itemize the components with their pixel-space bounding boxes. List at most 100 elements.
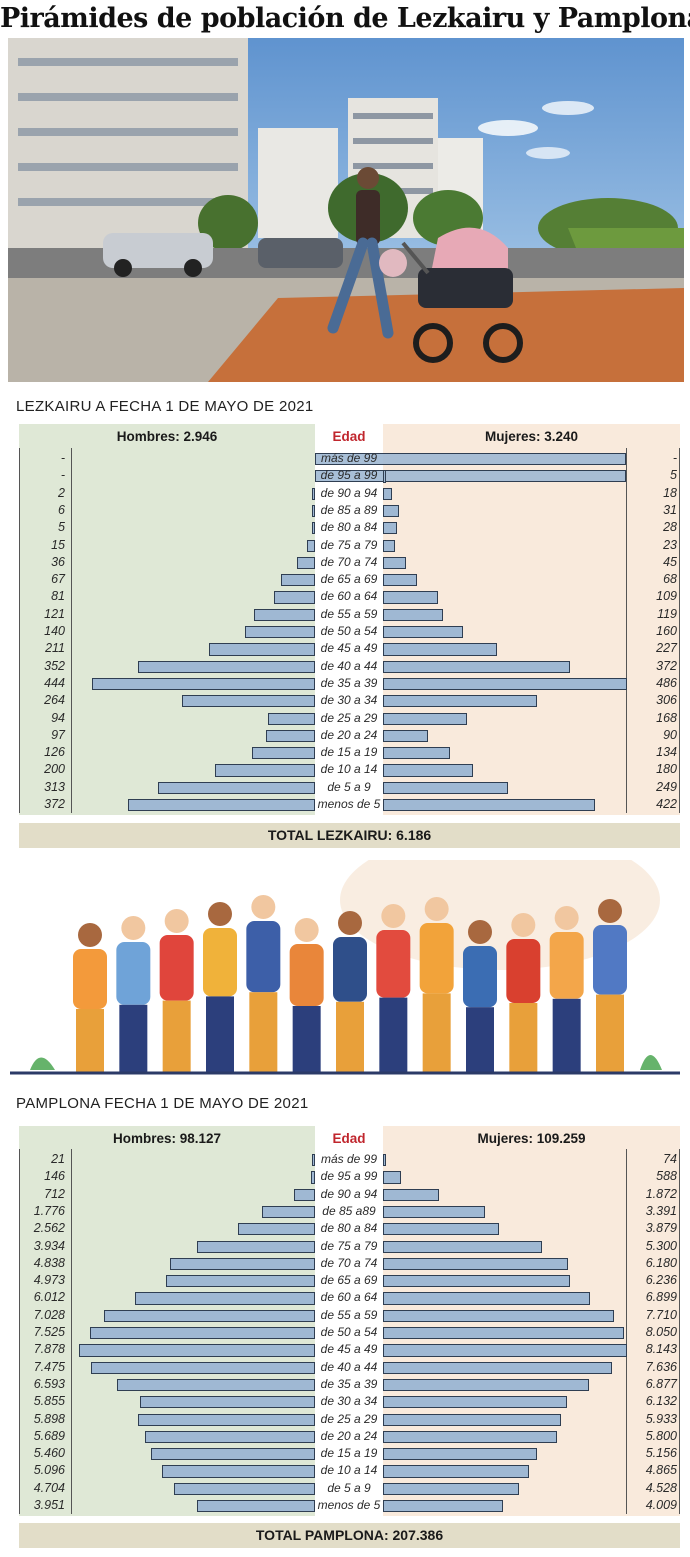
age-group-label: de 85 a 89 [320,502,378,517]
women-bar [383,608,443,621]
age-group-label: de 20 a 24 [320,1428,378,1443]
women-value-label: 7.636 [645,1359,677,1374]
age-group-label: de 45 a 49 [320,1342,378,1357]
women-bar [383,1154,386,1167]
men-value-label: 140 [44,624,65,638]
age-group-label: de 25 a 29 [320,1411,378,1426]
person-head [338,911,362,935]
women-bar [383,1188,440,1201]
person-body [593,925,627,995]
age-group-label: de 65 a 69 [320,1273,378,1288]
men-value-label: 2 [58,485,65,500]
person-legs [379,997,408,1073]
men-bar [311,504,315,518]
men-value-label: 3.934 [33,1238,65,1253]
women-bar [383,591,438,604]
axis-line [679,1149,680,1515]
men-bar [144,1430,315,1444]
women-value-label: 23 [663,537,677,552]
age-header: Edad [332,429,366,444]
women-bar [383,1257,569,1271]
women-value-label: 6.877 [645,1376,677,1391]
women-value-label: 372 [656,658,677,673]
men-bar [162,1465,315,1478]
lezkairu-total: TOTAL LEZKAIRU: 6.186 [19,823,680,848]
women-value-label: 18 [663,485,677,500]
women-value-label: 5.156 [645,1446,677,1461]
women-bar [383,487,393,500]
women-bar [383,660,570,673]
women-bar [383,1413,561,1426]
women-value-label: 249 [656,779,677,794]
women-bar [383,729,429,743]
men-header: Hombres: 98.127 [112,1131,222,1146]
women-header: Mujeres: 109.259 [477,1131,586,1146]
men-bar [312,1154,315,1167]
upper-age-row-outline [315,453,626,465]
axis-line [626,1149,627,1515]
men-bar [128,799,315,812]
person-body [116,942,151,1005]
women-bar [383,712,468,725]
men-bar [78,1344,315,1357]
men-value-label: 352 [44,658,65,673]
women-bar [383,781,508,794]
women-value-label: 6.132 [645,1394,677,1409]
men-value-label: 81 [51,589,65,604]
women-value-label: 90 [663,727,677,742]
person-head [208,902,232,926]
age-group-label: más de 99 [320,451,378,465]
women-value-label: 6.899 [645,1290,677,1305]
women-value-label: 3.391 [645,1203,677,1218]
women-bar [383,1482,519,1495]
men-bar [312,522,315,535]
person-head [511,913,536,937]
person-body [289,944,324,1006]
women-bar [383,1240,542,1253]
person-body [419,923,454,994]
women-value-label: 6.236 [645,1273,677,1288]
men-value-label: - [60,468,65,483]
men-bar [274,591,315,604]
pamplona-pyramid-chart: Hombres: 98.127 Mujeres: 109.259 Edad 21 74 m… [19,1126,680,1517]
women-bar [383,1327,625,1340]
lezkairu-pyramid-chart: Hombres: 2.946 Mujeres: 3.240 Edad - - más de… [19,424,680,816]
women-value-label: 4.865 [645,1463,677,1478]
person-legs [206,996,234,1073]
men-bar [151,1448,315,1461]
women-bar [383,677,627,691]
men-value-label: 372 [44,797,65,811]
person-head [424,897,449,921]
women-value-label: 4.528 [645,1480,677,1495]
women-bar [383,1500,504,1513]
men-bar [157,781,315,794]
age-group-label: de 30 a 34 [320,1394,378,1409]
men-bar [214,764,315,777]
men-value-label: 3.951 [33,1498,65,1512]
men-bar [293,1188,315,1201]
women-bar [383,539,395,552]
men-value-label: 7.028 [33,1307,65,1322]
person-body [246,921,281,993]
men-value-label: 5.096 [33,1463,65,1478]
person-head [598,899,622,923]
men-bar [267,712,315,725]
age-group-label: de 25 a 29 [320,710,378,725]
women-value-label: 45 [663,554,677,569]
women-value-label: 31 [663,502,677,517]
women-value-label: 486 [656,675,677,690]
women-value-label: 6.180 [645,1255,677,1270]
age-group-label: de 40 a 44 [320,1359,378,1374]
men-value-label: 6.012 [33,1290,65,1305]
men-value-label: 15 [51,537,65,552]
women-bar [383,1465,529,1478]
women-value-label: 227 [656,641,677,656]
men-value-label: 94 [51,710,65,725]
person-legs [292,1006,321,1073]
person-body [333,937,367,1002]
axis-line [19,1149,20,1515]
person-head [121,916,146,940]
women-bar [383,1396,567,1409]
women-value-label: 180 [656,762,677,777]
women-value-label: 7.710 [645,1307,677,1322]
